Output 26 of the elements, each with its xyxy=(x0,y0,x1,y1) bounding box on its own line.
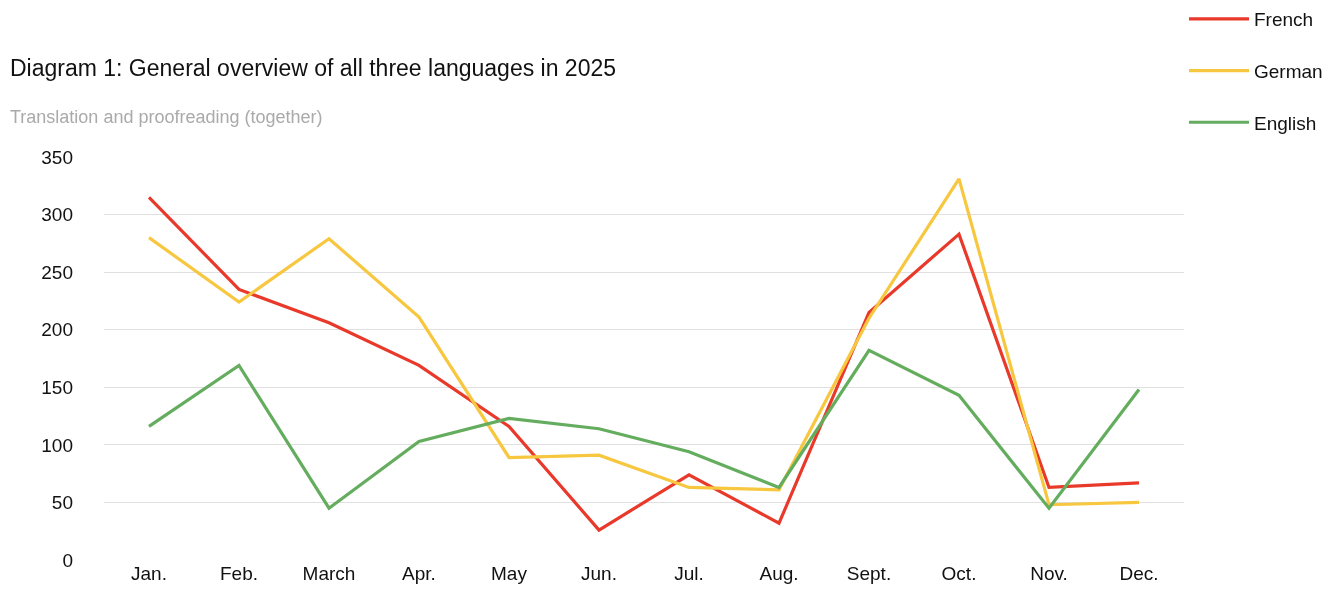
x-tick-label: Sept. xyxy=(846,563,892,584)
x-tick-label: Oct. xyxy=(941,563,977,584)
y-tick-label: 100 xyxy=(41,434,73,456)
x-tick-label: Jan. xyxy=(131,563,167,584)
x-tick-label: Aug. xyxy=(759,563,799,584)
x-tick-label: Apr. xyxy=(402,563,436,584)
x-tick-label: Feb. xyxy=(219,563,259,584)
y-tick-label: 250 xyxy=(41,261,73,283)
x-tick-label: March xyxy=(302,563,356,584)
line-series xyxy=(147,348,1141,510)
legend-label: English xyxy=(1254,112,1317,134)
legend-label: German xyxy=(1254,60,1323,82)
y-tick-label: 200 xyxy=(41,319,73,341)
y-tick-label: 150 xyxy=(41,376,73,398)
x-tick-label: Jul. xyxy=(674,563,704,584)
x-tick-label: Dec. xyxy=(1119,563,1159,584)
y-tick-label: 0 xyxy=(62,549,73,571)
chart-title: Diagram 1: General overview of all three languages in 2025 xyxy=(10,55,617,82)
x-tick-label: Jun. xyxy=(581,563,617,584)
chart-subtitle: Translation and proofreading (together) xyxy=(10,106,323,127)
legend-label: French xyxy=(1254,9,1314,31)
y-tick-label: 350 xyxy=(41,146,73,168)
y-tick-label: 300 xyxy=(41,204,73,226)
x-tick-label: May xyxy=(491,563,528,584)
x-tick-label: Nov. xyxy=(1030,563,1068,584)
y-tick-label: 50 xyxy=(51,492,73,514)
